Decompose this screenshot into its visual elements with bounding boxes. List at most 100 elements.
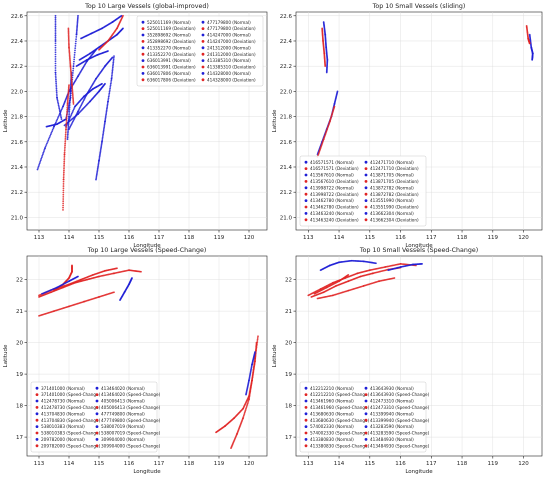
track-point-normal — [55, 87, 58, 90]
track-point-normal — [104, 117, 107, 120]
track-point-normal — [108, 90, 111, 93]
track-point-deviation — [71, 264, 73, 267]
track-point-normal — [421, 262, 423, 265]
legend-marker-normal — [364, 386, 368, 390]
x-tick-label: 114 — [334, 235, 345, 241]
track-point-deviation — [65, 115, 68, 118]
legend-marker-deviation — [364, 205, 368, 209]
y-tick-label: 21.6 — [280, 140, 293, 146]
y-tick-label: 21 — [285, 309, 292, 315]
track-point-normal — [54, 44, 57, 47]
track-point-normal — [67, 117, 70, 120]
track-point-normal — [54, 38, 57, 41]
track-point-deviation — [248, 395, 251, 398]
legend-label: 414247000 (Normal) — [207, 33, 251, 38]
legend-label: 413283590 (Speed-Change) — [370, 431, 430, 436]
track-point-deviation — [68, 53, 71, 55]
track-point-deviation — [67, 92, 70, 95]
track-point-deviation — [69, 69, 72, 72]
track-point-normal — [106, 107, 108, 110]
track-point-normal — [69, 92, 72, 95]
track-point-normal — [66, 133, 69, 136]
track-point-deviation — [250, 380, 253, 383]
legend-marker-normal — [304, 438, 308, 441]
legend-marker-deviation — [95, 431, 99, 435]
legend-label: 477179800 (Deviation) — [207, 26, 256, 31]
panel-large-vessels-global: 113 114 115 116 117 118 119 120 21.0 21.2 21.4 21.6… — [3, 3, 268, 249]
x-tick-label: 116 — [395, 461, 406, 467]
track-point-normal — [103, 127, 105, 130]
track-point-deviation — [67, 34, 70, 37]
legend-marker-normal — [201, 20, 205, 24]
track-point-normal — [67, 127, 70, 129]
track-point-normal — [71, 74, 74, 77]
track-point-deviation — [62, 175, 65, 177]
track-point-deviation — [62, 171, 65, 174]
track-point-normal — [104, 116, 107, 119]
legend-label: 413484930 (Normal) — [370, 437, 414, 442]
track-point-deviation — [252, 371, 254, 374]
legend-marker-normal — [201, 72, 205, 75]
y-tick-label: 21.2 — [280, 190, 292, 196]
track-point-normal — [55, 91, 58, 94]
legend-marker-normal — [95, 412, 99, 416]
track-point-deviation — [250, 382, 253, 385]
track-point-normal — [101, 82, 103, 85]
y-tick-label: 20 — [16, 341, 23, 347]
track-point-normal — [107, 100, 109, 103]
track-point-deviation — [68, 45, 70, 47]
track-point-deviation — [252, 370, 255, 372]
track-point-normal — [55, 93, 58, 95]
track-point-normal — [74, 49, 76, 52]
track-point-normal — [103, 126, 106, 129]
track-point-normal — [73, 54, 76, 56]
track-point-deviation — [255, 344, 258, 347]
legend-label: 413872782 (Normal) — [370, 185, 414, 190]
track-point-normal — [104, 82, 106, 85]
track-point-normal — [66, 136, 69, 139]
legend-marker-normal — [35, 438, 39, 441]
legend-label: 636013991 (Normal) — [147, 58, 191, 63]
x-tick-label: 117 — [426, 235, 437, 241]
track-point-deviation — [69, 62, 72, 65]
track-point-deviation — [257, 335, 259, 338]
track-point-normal — [76, 22, 79, 25]
track-point-normal — [54, 36, 57, 39]
track-point-normal — [122, 27, 124, 30]
y-tick-label: 17 — [285, 435, 292, 441]
x-tick-label: 115 — [365, 235, 376, 241]
track-point-deviation — [67, 85, 70, 88]
x-tick-label: 119 — [488, 461, 499, 467]
track-point-normal — [101, 138, 104, 140]
track-point-deviation — [67, 89, 70, 92]
legend-label: 416571571 (Deviation) — [310, 166, 359, 171]
track-point-normal — [105, 110, 108, 113]
track-point-normal — [57, 101, 59, 104]
legend-label: 413567610 (Deviation) — [310, 179, 359, 184]
track-point-normal — [104, 120, 106, 123]
track-point-normal — [100, 146, 103, 149]
track-point-deviation — [71, 93, 74, 96]
track-point-normal — [54, 22, 57, 24]
legend-marker-deviation — [364, 393, 368, 396]
track-point-deviation — [72, 103, 75, 105]
legend-label: 352898692 (Deviation) — [147, 39, 196, 44]
legend-marker-normal — [364, 425, 368, 428]
track-point-deviation — [64, 142, 67, 145]
legend-label: 414328000 (Normal) — [207, 71, 251, 76]
track-point-normal — [54, 55, 57, 58]
track-point-normal — [47, 138, 50, 140]
track-point-deviation — [68, 51, 71, 54]
legend-label: 352898692 (Normal) — [147, 33, 191, 38]
track-point-normal — [104, 114, 107, 117]
track-point-deviation — [66, 100, 69, 103]
legend-marker-deviation — [141, 78, 145, 82]
track-point-deviation — [249, 390, 252, 393]
track-point-deviation — [253, 362, 256, 364]
track-point-normal — [107, 97, 110, 100]
track-point-deviation — [249, 387, 252, 390]
track-point-normal — [60, 118, 63, 121]
track-point-deviation — [64, 131, 67, 134]
legend-marker-deviation — [141, 27, 145, 30]
legend-marker-normal — [35, 386, 39, 390]
